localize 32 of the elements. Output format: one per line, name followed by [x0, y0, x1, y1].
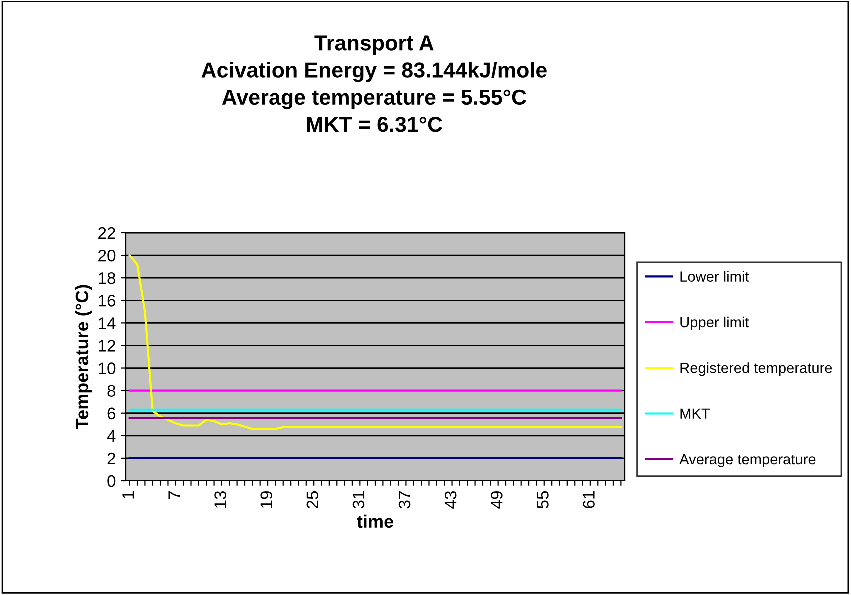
x-tick-label: 61	[583, 492, 595, 508]
y-tick-label: 0	[108, 475, 116, 488]
x-tick-label: 37	[398, 492, 411, 509]
y-tick-label: 14	[99, 318, 116, 330]
x-tick-label: 31	[352, 492, 365, 509]
x-tick-label: 19	[260, 492, 272, 508]
y-tick-label: 8	[108, 385, 116, 398]
x-tick-label: 43	[444, 491, 457, 509]
y-tick-label: 16	[99, 295, 116, 307]
legend-label: MKT	[680, 408, 710, 419]
legend-label: Upper limit	[680, 316, 750, 331]
x-tick-label: 25	[306, 491, 319, 508]
y-tick-label: 4	[107, 430, 116, 442]
legend-label: Registered temperature	[680, 362, 832, 376]
line-series	[128, 254, 622, 430]
x-axis-title: time	[357, 514, 394, 528]
x-tick-label: 49	[491, 492, 503, 509]
legend-label: Average temperature	[680, 454, 816, 468]
y-tick-label: 22	[98, 227, 116, 240]
x-tick-label: 13	[214, 491, 226, 508]
x-tick-label: 1	[122, 492, 134, 499]
y-tick-label: 2	[108, 452, 116, 464]
y-tick-label: 20	[98, 250, 116, 262]
y-tick-label: 6	[108, 408, 116, 420]
x-tick-label: 7	[168, 492, 180, 500]
legend-label: Lower limit	[680, 271, 750, 282]
y-tick-label: 12	[99, 340, 116, 352]
y-tick-label: 18	[99, 272, 116, 284]
y-axis-title: Temperature (°C)	[75, 285, 92, 430]
x-tick-label: 55	[537, 491, 549, 509]
chart-title: Transport A Acivation Energy = 83.144kJ/mole Average temperature = 5.55°C MKT = 6.31°C	[202, 36, 547, 132]
y-tick-label: 10	[99, 362, 116, 374]
